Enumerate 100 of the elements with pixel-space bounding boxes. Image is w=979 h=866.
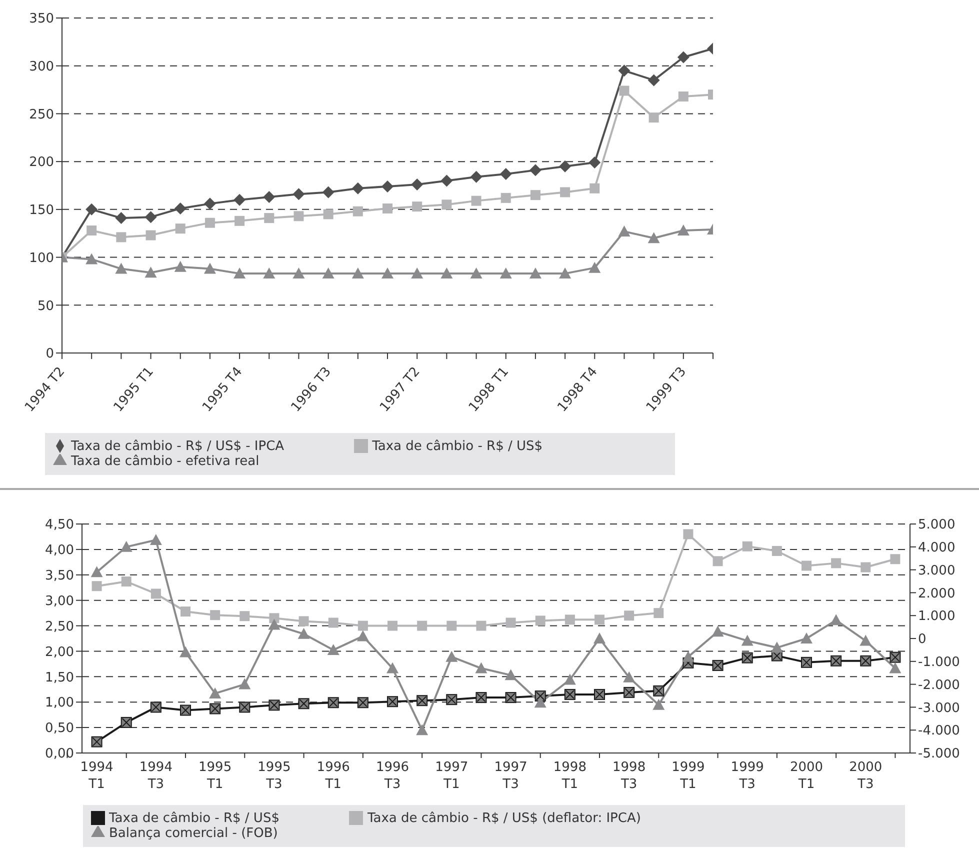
point (564, 614, 575, 625)
y2-tick-label: 1.000 (918, 609, 956, 624)
y-tick-label: 2,50 (45, 619, 74, 634)
point (204, 262, 216, 274)
point (624, 610, 634, 621)
point (323, 209, 334, 220)
point (618, 64, 630, 77)
x-tick-label: 1996 T3 (376, 760, 410, 792)
y2-tick-label: -2.000 (918, 678, 960, 693)
point (860, 562, 871, 572)
y-tick-label: 0 (46, 346, 54, 362)
point (328, 618, 338, 628)
point (500, 168, 512, 180)
point (234, 194, 246, 206)
point (115, 262, 128, 274)
x-tick-label: 2000 T1 (790, 760, 824, 792)
point (534, 696, 546, 708)
point (150, 534, 162, 546)
point (417, 620, 428, 631)
point (506, 618, 516, 628)
point (648, 232, 660, 244)
point (175, 224, 186, 234)
point (292, 188, 305, 200)
y2-tick-label: -5.000 (918, 746, 960, 762)
point (440, 174, 453, 187)
point (500, 268, 512, 279)
point (86, 203, 98, 216)
y2-tick-label: 5.000 (918, 518, 956, 533)
point (150, 588, 161, 599)
point (800, 632, 812, 644)
y-tick-label: 4,00 (45, 543, 74, 558)
point (298, 628, 310, 639)
point (412, 202, 422, 212)
y2-tick-label: 0 (918, 632, 926, 648)
x-tick-label: 1998 T1 (553, 760, 586, 792)
point (652, 698, 665, 710)
point (204, 218, 215, 228)
point (180, 646, 192, 658)
point (831, 558, 842, 568)
y-tick-label: 2,00 (45, 644, 74, 660)
point (174, 260, 186, 272)
x-tick-label: 1995 T3 (258, 760, 291, 792)
x-tick-label: 1998 T3 (612, 760, 646, 792)
point (677, 51, 690, 64)
point (529, 268, 542, 279)
point (530, 190, 540, 200)
point (677, 224, 690, 236)
point (294, 211, 304, 222)
point (322, 268, 334, 279)
point (889, 662, 902, 674)
point (263, 190, 276, 203)
point (411, 178, 424, 191)
point (860, 634, 872, 646)
point (327, 644, 340, 655)
point (560, 187, 570, 198)
point (264, 213, 274, 224)
point (890, 554, 900, 564)
point (90, 566, 103, 578)
point (144, 266, 157, 278)
point (174, 202, 186, 214)
point (594, 614, 604, 625)
legend-label: Taxa de câmbio - R$ / US$ - IPCA (71, 439, 284, 454)
point (269, 613, 280, 624)
legend-label: Balança comercial - (FOB) (109, 826, 278, 841)
point (623, 671, 636, 682)
point (770, 642, 783, 653)
point (210, 610, 220, 620)
point (590, 183, 600, 194)
point (356, 630, 369, 642)
point (470, 268, 482, 279)
point (234, 216, 245, 226)
point (411, 268, 424, 279)
y-tick-label: 250 (29, 107, 54, 122)
point (529, 164, 542, 176)
point (619, 86, 630, 96)
y-tick-label: 0,50 (45, 721, 74, 736)
y-tick-label: 150 (29, 203, 54, 218)
y-tick-label: 50 (37, 298, 54, 314)
point (352, 268, 364, 279)
point (352, 182, 364, 194)
point (830, 614, 842, 626)
point (654, 608, 664, 618)
point (382, 180, 394, 192)
x-tick-label: 1997 T3 (494, 760, 528, 792)
legend-label: Taxa de câmbio - efetiva real (71, 454, 260, 469)
legend-label: Taxa de câmbio - R$ / US$ (109, 811, 280, 826)
point (742, 541, 752, 552)
y2-tick-label: 4.000 (918, 540, 956, 556)
x-tick-label: 1994 T1 (80, 760, 114, 792)
point (588, 262, 601, 273)
y-tick-label: 300 (29, 59, 54, 74)
point (358, 620, 368, 631)
point (322, 186, 334, 198)
point (446, 650, 458, 662)
point (116, 232, 126, 242)
y2-tick-label: -4.000 (918, 724, 960, 739)
point (504, 669, 517, 680)
x-tick-label: 1995 T1 (198, 760, 232, 792)
point (648, 112, 659, 123)
y-tick-label: 200 (29, 155, 54, 170)
